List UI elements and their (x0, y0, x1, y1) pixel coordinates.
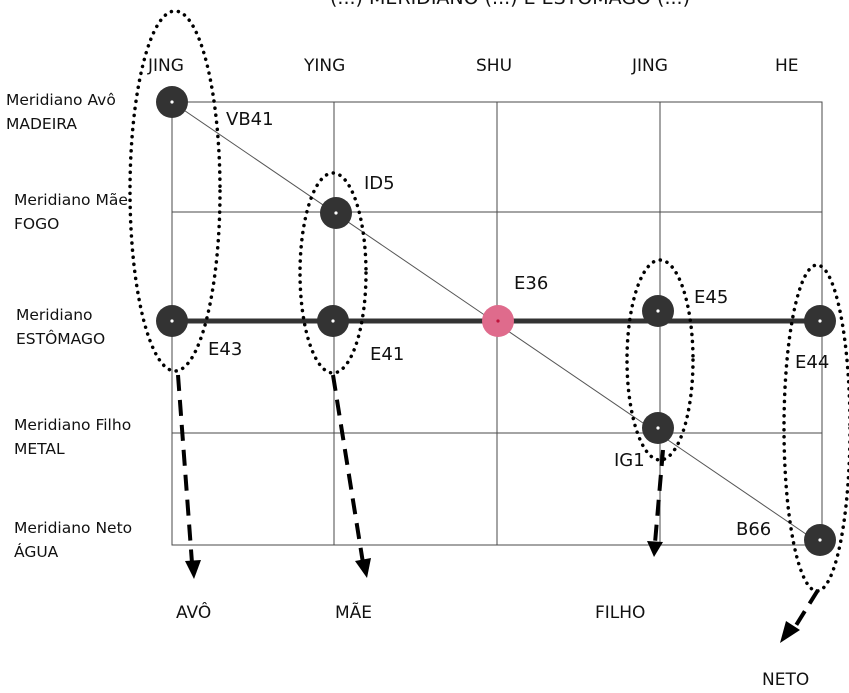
point-e44 (804, 305, 836, 337)
arrow-neto-line (793, 588, 820, 629)
group-ellipses (128, 9, 849, 593)
arrow-filho-head (647, 541, 663, 557)
arrow-avo-line (176, 374, 194, 564)
row-element: METAL (14, 440, 65, 458)
point-label-id5: ID5 (364, 173, 395, 194)
row-element: MADEIRA (6, 115, 78, 133)
point-e45 (642, 295, 674, 327)
point-label-e36: E36 (514, 273, 549, 294)
point-id5 (320, 197, 352, 229)
ellipse-mae (298, 171, 368, 375)
point-label-vb41: VB41 (226, 109, 274, 130)
arrow-mae-line (331, 374, 365, 564)
row-label-mae: Meridiano Mãe FOGO (14, 188, 128, 236)
column-header-he: HE (775, 56, 799, 76)
ellipse-avo (128, 9, 222, 373)
row-name: Meridiano (16, 306, 93, 324)
point-label-ig1: IG1 (614, 450, 645, 471)
point-e43 (156, 305, 188, 337)
column-header-ying: YING (304, 56, 346, 76)
row-name: Meridiano Mãe (14, 191, 128, 209)
arrow-neto-head (780, 621, 800, 643)
points (156, 86, 836, 556)
outcome-avo: AVÔ (176, 603, 212, 623)
point-vb41 (156, 86, 188, 118)
grid (171, 101, 823, 546)
point-e41 (317, 305, 349, 337)
arrowheads (185, 541, 800, 643)
point-label-e43: E43 (208, 339, 243, 360)
row-label-filho: Meridiano Filho METAL (14, 413, 131, 461)
row-element: FOGO (14, 215, 60, 233)
point-label-e41: E41 (370, 344, 405, 365)
point-ig1 (642, 412, 674, 444)
column-header-jing: JING (632, 56, 668, 76)
row-name: Meridiano Neto (14, 519, 133, 537)
column-header-jing: JING (148, 56, 184, 76)
row-element: ESTÔMAGO (16, 330, 106, 348)
row-label-neto: Meridiano Neto ÁGUA (14, 516, 132, 564)
row-name: Meridiano Avô (6, 91, 116, 109)
arrow-filho-line (653, 449, 665, 544)
row-name: Meridiano Filho (14, 416, 132, 434)
page-title: (...) MERIDIANO (...) E ESTÔMAGO (...) (330, 0, 690, 8)
point-label-e44: E44 (795, 352, 830, 373)
point-label-e45: E45 (694, 287, 729, 308)
outcome-filho: FILHO (595, 603, 646, 623)
outcome-mae: MÃE (335, 603, 373, 623)
point-label-b66: B66 (736, 519, 772, 540)
arrows (176, 374, 820, 629)
row-element: ÁGUA (14, 543, 59, 561)
arrow-mae-head (355, 558, 371, 578)
column-header-shu: SHU (476, 56, 513, 76)
point-b66 (804, 524, 836, 556)
outcome-neto: NETO (762, 670, 810, 690)
arrow-avo-head (185, 560, 201, 579)
point-e36 (482, 305, 514, 337)
row-label-estomago: Meridiano ESTÔMAGO (16, 303, 105, 351)
row-label-avo: Meridiano Avô MADEIRA (6, 88, 116, 136)
ellipse-filho (625, 258, 695, 462)
